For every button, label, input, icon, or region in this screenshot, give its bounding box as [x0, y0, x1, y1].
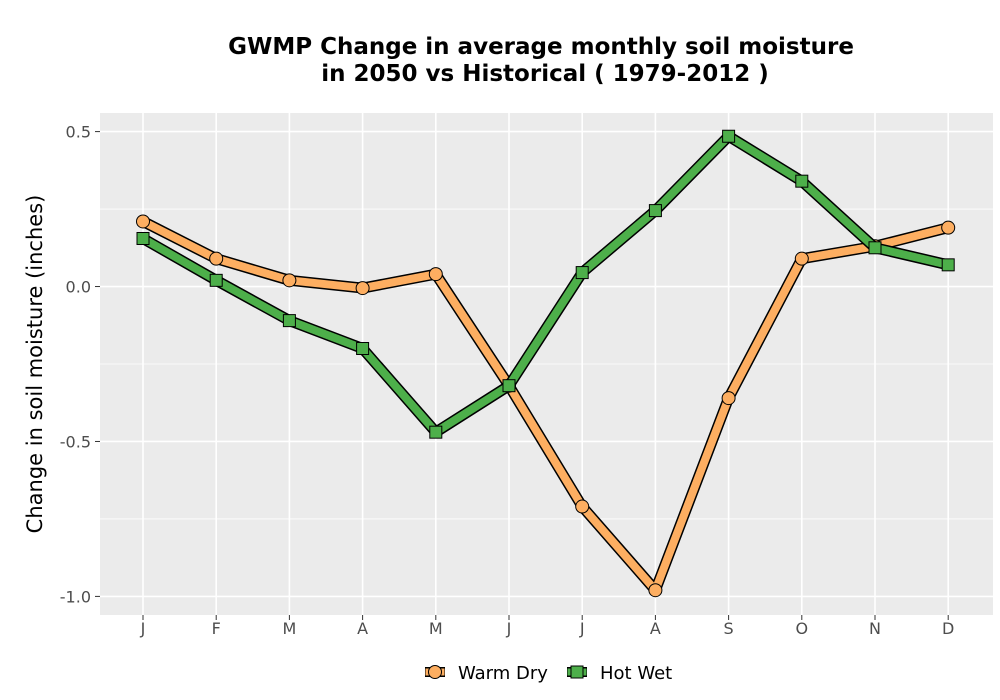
data-point — [868, 241, 882, 255]
series-line — [139, 132, 953, 437]
data-point — [209, 273, 223, 287]
data-point — [648, 204, 662, 218]
major-gridlines — [100, 113, 993, 615]
data-point — [282, 273, 297, 288]
legend-marker — [570, 665, 584, 679]
data-point — [356, 342, 370, 356]
y-tick-label: -0.5 — [60, 432, 91, 451]
data-point — [794, 251, 809, 266]
data-point — [795, 174, 809, 188]
series-layer — [136, 129, 956, 598]
y-tick-labels: 0.5 0.0 -0.5 -1.0 — [60, 123, 91, 607]
data-point — [722, 129, 736, 143]
data-point — [648, 583, 663, 598]
legend-marker — [428, 665, 442, 679]
data-point — [282, 314, 296, 328]
x-tick-label: O — [796, 619, 809, 638]
y-tick-label: 0.5 — [66, 123, 91, 142]
series-line — [139, 217, 953, 595]
data-point — [136, 232, 150, 245]
x-tick-label: J — [506, 619, 512, 638]
data-point — [721, 391, 736, 406]
data-point — [136, 214, 150, 229]
data-point — [941, 258, 955, 272]
chart-subtitle: in 2050 vs Historical ( 1979-2012 ) — [321, 61, 768, 87]
x-tick-label: S — [724, 619, 734, 638]
x-tick-label: N — [869, 619, 881, 638]
data-point — [428, 267, 443, 282]
y-axis-label: Change in soil moisture (inches) — [23, 195, 47, 534]
x-tick-label: F — [212, 619, 221, 638]
minor-gridlines — [100, 208, 993, 520]
x-tick-label: J — [140, 619, 146, 638]
data-point — [502, 379, 516, 393]
x-tick-label: M — [429, 619, 443, 638]
x-tick-label: D — [942, 619, 954, 638]
axis-ticks — [95, 131, 949, 620]
data-point — [429, 425, 443, 439]
data-point — [941, 220, 956, 235]
series-warm-dry — [136, 214, 956, 598]
data-point — [355, 281, 370, 296]
y-tick-label: 0.0 — [66, 278, 91, 297]
data-point — [575, 499, 590, 514]
x-tick-label: M — [282, 619, 296, 638]
x-tick-label: A — [357, 619, 368, 638]
chart-title: GWMP Change in average monthly soil mois… — [228, 34, 854, 60]
legend-label: Hot Wet — [600, 663, 672, 684]
legend: Warm Dry Hot Wet — [425, 663, 672, 684]
x-tick-label: J — [579, 619, 585, 638]
legend-label: Warm Dry — [458, 663, 548, 684]
series-hot-wet — [136, 129, 955, 439]
data-point — [575, 266, 589, 280]
y-tick-label: -1.0 — [60, 587, 91, 606]
x-tick-label: A — [650, 619, 661, 638]
data-point — [209, 251, 224, 266]
